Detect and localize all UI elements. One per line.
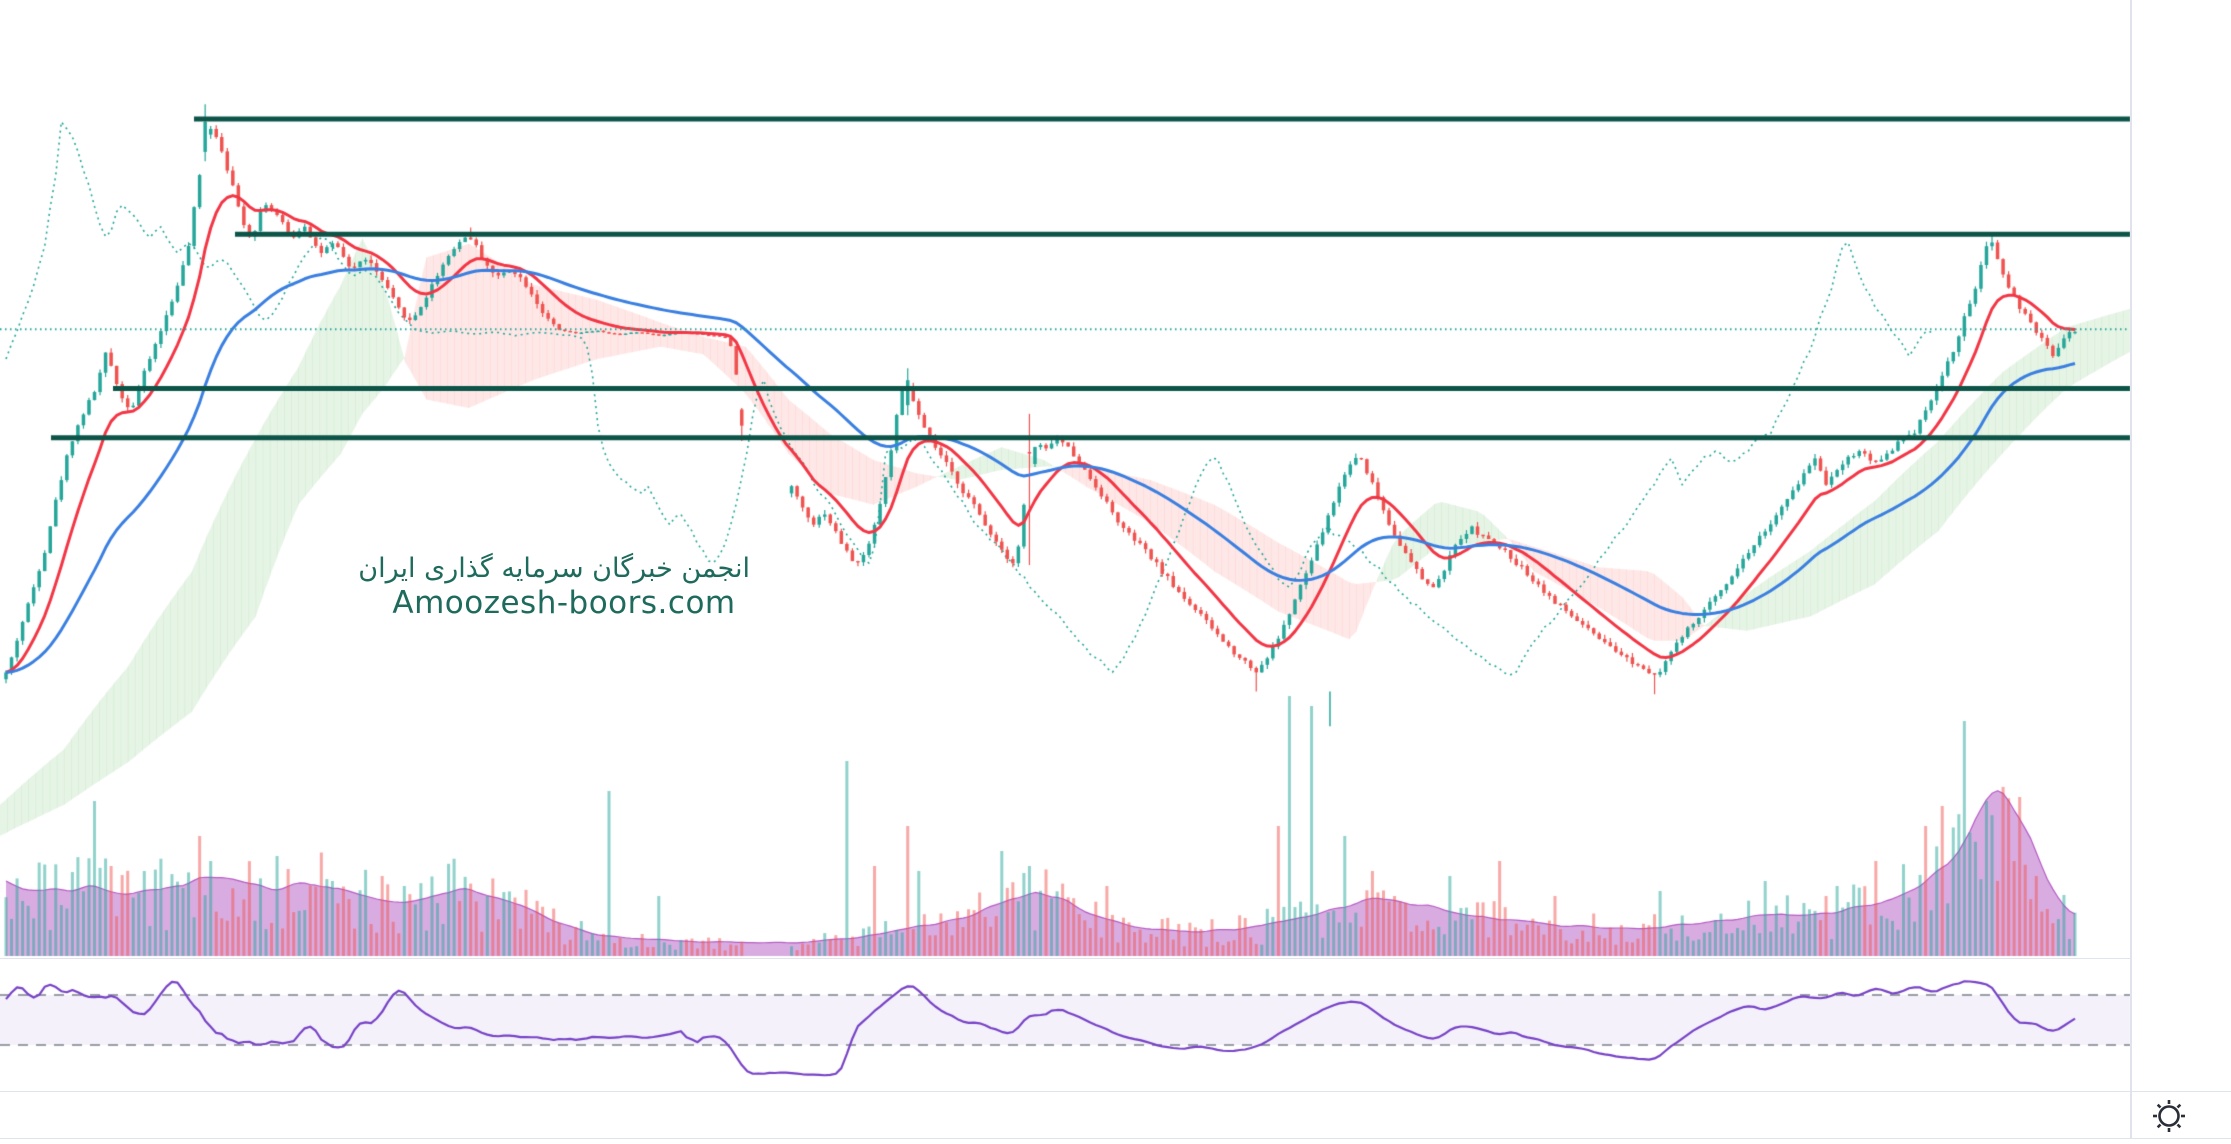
- bottom-border: [0, 1138, 2231, 1139]
- time-axis[interactable]: [0, 1092, 2130, 1138]
- gear-icon[interactable]: [2149, 1096, 2189, 1136]
- price-axis[interactable]: [2132, 0, 2231, 1091]
- rsi-timeaxis-separator: [0, 1091, 2231, 1092]
- axis-settings-corner[interactable]: [2149, 1096, 2189, 1136]
- price-axis-separator[interactable]: [2130, 0, 2132, 1138]
- volume-rsi-pane-separator[interactable]: [0, 958, 2130, 959]
